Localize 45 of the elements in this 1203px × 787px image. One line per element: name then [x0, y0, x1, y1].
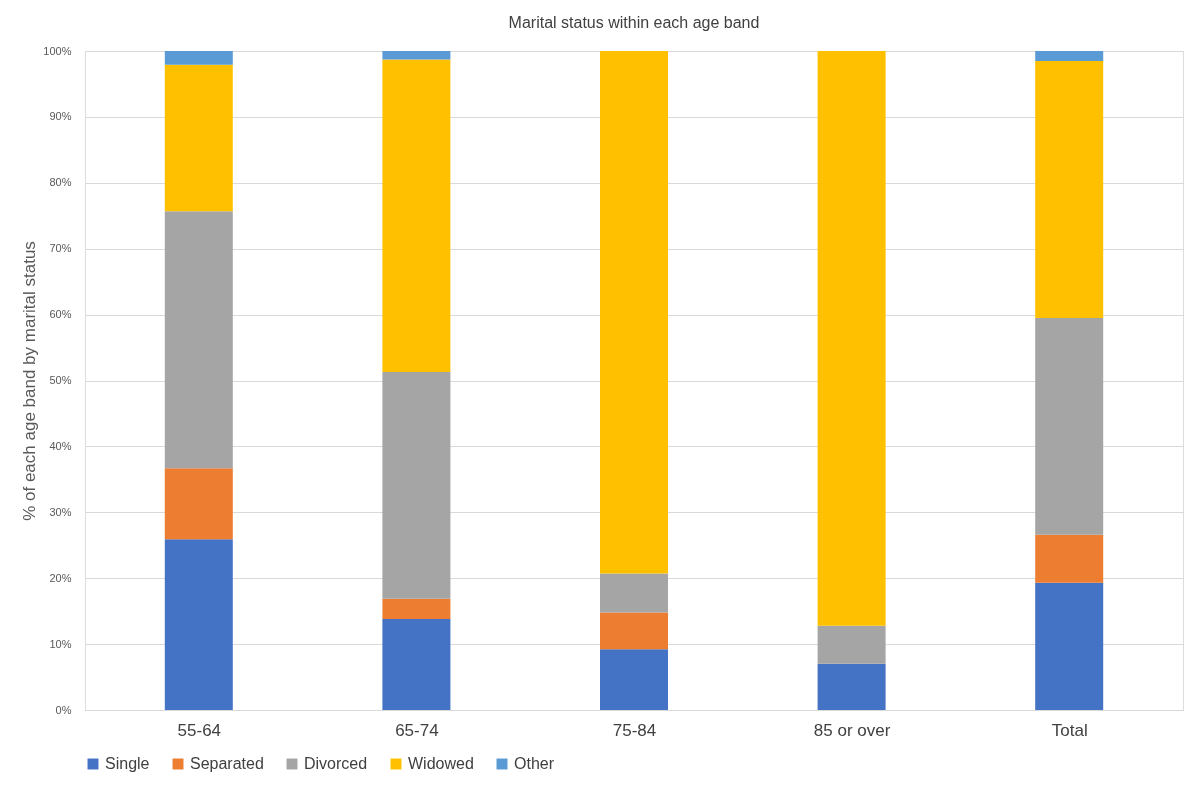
bar — [600, 612, 668, 650]
bar — [1035, 582, 1104, 710]
y-tick-label: 100% — [43, 44, 72, 57]
legend-label: Other — [514, 755, 555, 772]
bar — [164, 539, 233, 710]
y-tick-label: 50% — [49, 374, 72, 386]
y-tick-label: 70% — [49, 242, 72, 255]
y-tick-label: 60% — [49, 308, 72, 321]
y-tick-label: 90% — [49, 110, 72, 123]
y-tick-label: 80% — [49, 176, 72, 189]
legend-label: Separated — [190, 755, 264, 772]
x-tick-label: 55-64 — [177, 720, 222, 740]
bar — [1035, 60, 1104, 318]
bar — [600, 649, 668, 710]
bar — [382, 59, 451, 372]
bar — [382, 598, 451, 620]
bar — [1035, 317, 1104, 535]
y-tick-label: 0% — [55, 703, 72, 716]
y-tick-label: 10% — [49, 637, 72, 650]
bar — [382, 51, 451, 60]
legend-label: Divorced — [304, 755, 368, 772]
bar — [600, 573, 668, 613]
legend-label: Widowed — [408, 755, 474, 772]
y-axis-title: % of each age band by marital status — [20, 241, 40, 521]
bar — [1035, 51, 1104, 61]
y-tick-label: 20% — [49, 571, 72, 584]
bar — [164, 51, 233, 65]
y-tick-label: 40% — [49, 439, 72, 452]
y-tick-label: 30% — [49, 505, 72, 518]
bar — [382, 371, 451, 599]
legend-label: Single — [105, 755, 150, 772]
bar — [600, 51, 668, 574]
x-tick-label: 85 or over — [813, 720, 891, 740]
x-tick-label: Total — [1051, 720, 1088, 740]
bar — [817, 625, 886, 664]
bar — [164, 64, 233, 212]
chart-title: Marital status within each age band — [508, 14, 760, 31]
bar — [1035, 534, 1104, 583]
bar — [382, 619, 451, 710]
bar — [164, 468, 233, 540]
x-tick-label: 65-74 — [395, 720, 439, 740]
bar — [817, 663, 886, 710]
bar — [164, 211, 233, 469]
x-tick-label: 75-84 — [612, 720, 657, 740]
bar — [817, 51, 886, 626]
